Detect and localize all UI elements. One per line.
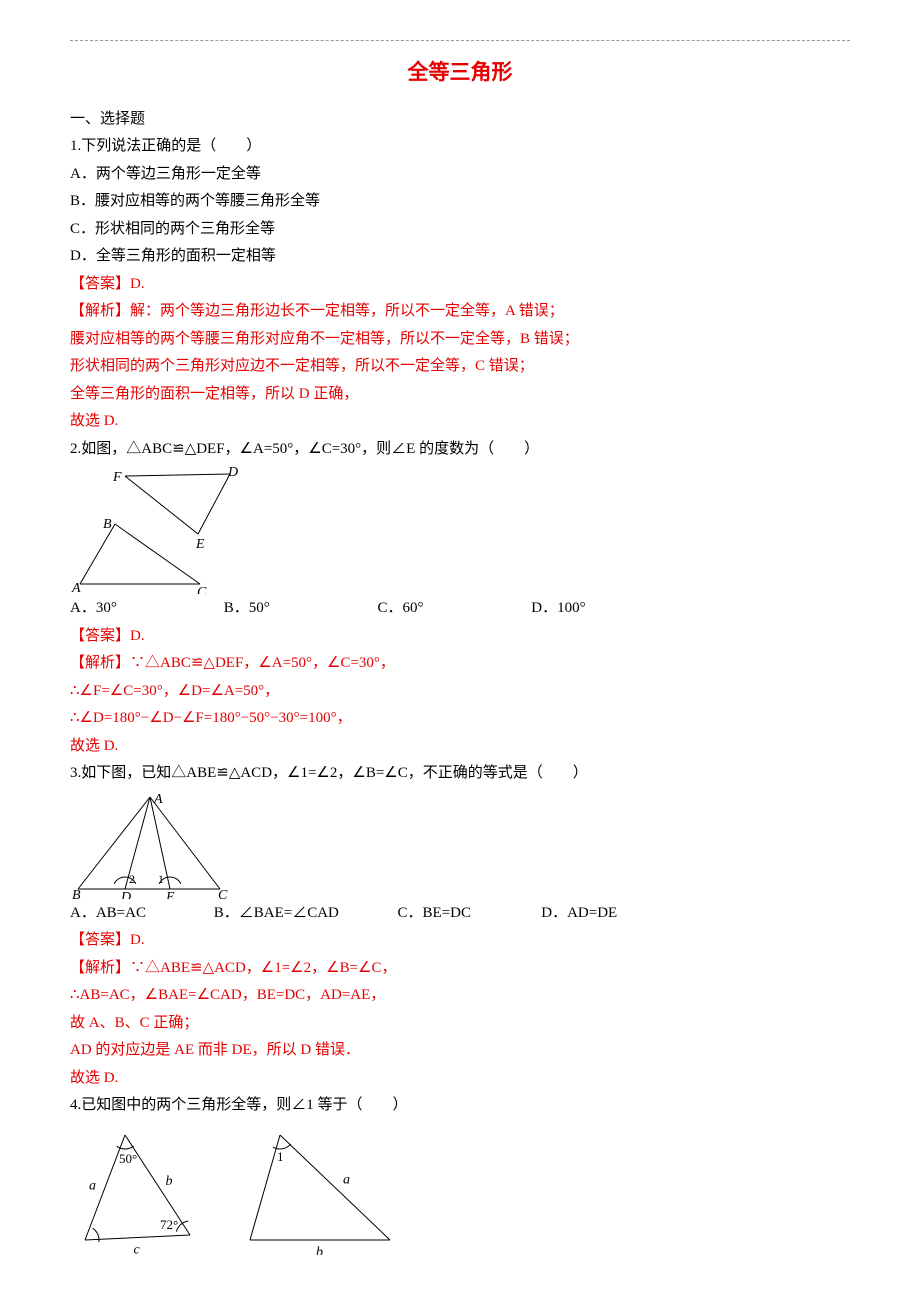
q1-stem: 1.下列说法正确的是（ ）: [70, 134, 850, 160]
q2-stem: 2.如图，△ABC≌△DEF，∠A=50°，∠C=30°，则∠E 的度数为（ ）: [70, 437, 850, 463]
svg-text:B: B: [72, 888, 81, 899]
svg-text:A: A: [71, 581, 81, 594]
q2-exp-3: ∴∠D=180°−∠D−∠F=180°−50°−30°=100°，: [70, 706, 850, 732]
q2-opt-b: B．50°: [224, 596, 374, 622]
q3-opt-d: D．AD=DE: [541, 901, 681, 927]
svg-text:C: C: [197, 585, 207, 594]
svg-text:50°: 50°: [119, 1151, 137, 1166]
q2-opt-a: A．30°: [70, 596, 220, 622]
svg-text:D: D: [227, 465, 238, 480]
q3-answer: 【答案】D.: [70, 928, 850, 954]
q2-answer: 【答案】D.: [70, 624, 850, 650]
q3-exp-5: 故选 D.: [70, 1066, 850, 1092]
q2-figure: A B C D E F: [70, 464, 850, 594]
q3-figure: A B C D E 2 1: [70, 789, 850, 899]
q2-exp-1: 【解析】∵△ABC≌△DEF，∠A=50°，∠C=30°，: [70, 651, 850, 677]
q3-exp-3: 故 A、B、C 正确；: [70, 1011, 850, 1037]
svg-text:b: b: [316, 1245, 323, 1255]
svg-text:E: E: [165, 890, 175, 899]
q1-exp-2: 腰对应相等的两个等腰三角形对应角不一定相等，所以不一定全等，B 错误；: [70, 327, 850, 353]
svg-text:1: 1: [158, 872, 164, 886]
q1-exp-3: 形状相同的两个三角形对应边不一定相等，所以不一定全等，C 错误；: [70, 354, 850, 380]
q1-exp-4: 全等三角形的面积一定相等，所以 D 正确，: [70, 382, 850, 408]
svg-text:c: c: [134, 1242, 141, 1255]
q2-opt-c: C．60°: [378, 596, 528, 622]
q4-stem: 4.已知图中的两个三角形全等，则∠1 等于（ ）: [70, 1093, 850, 1119]
top-divider: [70, 40, 850, 41]
q3-opt-b: B．∠BAE=∠CAD: [214, 901, 394, 927]
q2-opt-d: D．100°: [531, 596, 681, 622]
q1-exp-1: 【解析】解：两个等边三角形边长不一定相等，所以不一定全等，A 错误；: [70, 299, 850, 325]
svg-text:F: F: [112, 470, 122, 485]
q2-options: A．30° B．50° C．60° D．100°: [70, 596, 850, 622]
q3-opt-c: C．BE=DC: [398, 901, 538, 927]
svg-text:D: D: [120, 890, 131, 899]
q4-figure: 50° 72° a b c 1 a b: [70, 1125, 850, 1255]
svg-text:1: 1: [277, 1149, 284, 1164]
q3-opt-a: A．AB=AC: [70, 901, 210, 927]
q1-exp-5: 故选 D.: [70, 409, 850, 435]
q1-opt-c: C．形状相同的两个三角形全等: [70, 217, 850, 243]
q1-opt-a: A．两个等边三角形一定全等: [70, 162, 850, 188]
section-heading: 一、选择题: [70, 107, 850, 133]
svg-text:b: b: [166, 1174, 173, 1189]
q2-exp-4: 故选 D.: [70, 734, 850, 760]
svg-text:a: a: [89, 1178, 96, 1193]
q1-opt-b: B．腰对应相等的两个等腰三角形全等: [70, 189, 850, 215]
svg-text:A: A: [153, 792, 163, 807]
svg-text:2: 2: [129, 872, 135, 886]
q2-exp-2: ∴∠F=∠C=30°，∠D=∠A=50°，: [70, 679, 850, 705]
svg-text:C: C: [218, 888, 228, 899]
q3-exp-4: AD 的对应边是 AE 而非 DE，所以 D 错误．: [70, 1038, 850, 1064]
page-title: 全等三角形: [70, 55, 850, 91]
q3-stem: 3.如下图，已知△ABE≌△ACD，∠1=∠2，∠B=∠C，不正确的等式是（ ）: [70, 761, 850, 787]
q1-opt-d: D．全等三角形的面积一定相等: [70, 244, 850, 270]
q3-exp-1: 【解析】∵△ABE≌△ACD，∠1=∠2，∠B=∠C，: [70, 956, 850, 982]
svg-text:B: B: [103, 517, 112, 532]
svg-text:E: E: [195, 537, 205, 552]
svg-text:72°: 72°: [160, 1217, 178, 1232]
q3-options: A．AB=AC B．∠BAE=∠CAD C．BE=DC D．AD=DE: [70, 901, 850, 927]
q3-exp-2: ∴AB=AC，∠BAE=∠CAD，BE=DC，AD=AE，: [70, 983, 850, 1009]
q1-answer: 【答案】D.: [70, 272, 850, 298]
svg-text:a: a: [343, 1172, 350, 1187]
